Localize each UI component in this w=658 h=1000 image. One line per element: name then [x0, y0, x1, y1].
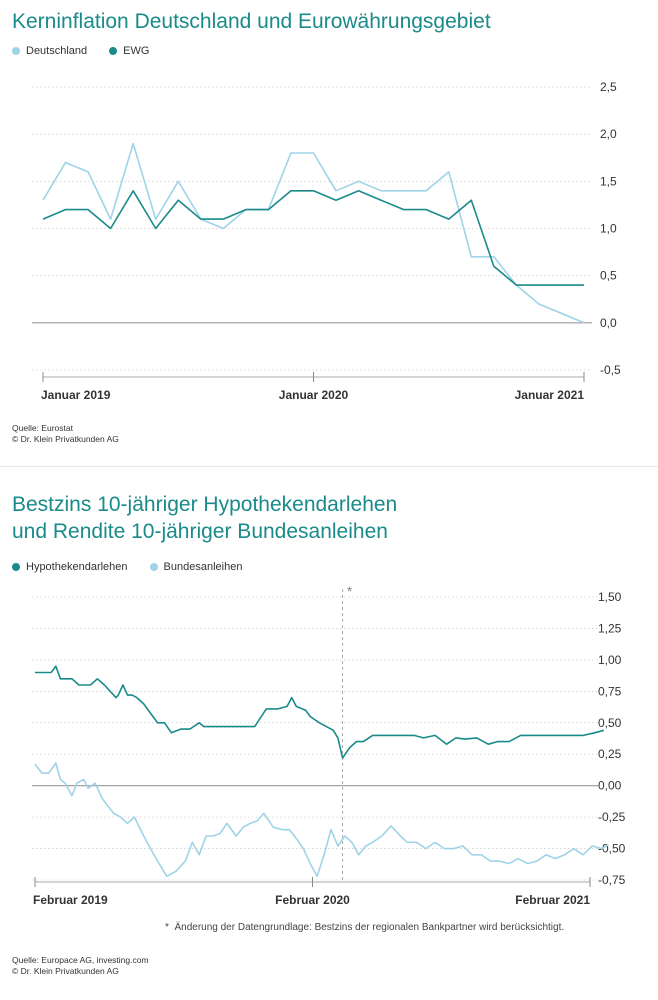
chart2-title-line1: Bestzins 10-jähriger Hypothekendarlehen — [12, 493, 398, 516]
x-tick-label: Januar 2020 — [279, 388, 349, 400]
footnote-asterisk: * — [165, 922, 169, 933]
chart2-source-text: Quelle: Europace AG, investing.com — [12, 955, 149, 965]
legend-dot-deutschland — [12, 47, 20, 55]
y-tick-label: -0,25 — [598, 810, 626, 824]
x-tick-label: Februar 2021 — [515, 893, 590, 907]
legend-dot-bundesanleihen — [149, 563, 158, 571]
footnote-text: Änderung der Datengrundlage: Bestzins de… — [174, 922, 565, 933]
legend-item-bundesanleihen: Bundesanleihen — [149, 561, 243, 573]
y-tick-label: 0,25 — [598, 747, 622, 761]
legend-item-ewg: EWG — [109, 45, 149, 57]
interest-chart: 1,50 1,25 1,00 0,75 0,50 0,25 0,00 -0,25 -0,50 -0… — [32, 583, 626, 907]
legend-item-hypothekendarlehen: Hypothekendarlehen — [12, 561, 128, 573]
y-tick-label: 0,5 — [600, 269, 617, 283]
series-line-ewg — [42, 190, 584, 286]
y-tick-label: 1,50 — [598, 590, 622, 604]
chart1-source: Quelle: Eurostat © Dr. Klein Privatkunde… — [12, 423, 119, 445]
chart1-legend: Deutschland EWG — [12, 45, 149, 57]
legend-label-bundesanleihen: Bundesanleihen — [163, 561, 243, 573]
legend-dot-hypothekendarlehen — [12, 563, 20, 571]
y-tick-label: 2,0 — [600, 127, 617, 141]
chart2-source: Quelle: Europace AG, investing.com © Dr.… — [12, 955, 149, 977]
legend-label-hypothekendarlehen: Hypothekendarlehen — [26, 561, 128, 573]
chart1-title: Kerninflation Deutschland und Eurowährun… — [12, 10, 491, 33]
series-line-bundesanleihen — [34, 762, 609, 878]
series-line-deutschland — [42, 142, 585, 324]
y-tick-label: 0,75 — [598, 684, 622, 698]
x-tick-label: Januar 2021 — [515, 388, 585, 400]
y-tick-label: -0,75 — [598, 873, 626, 887]
x-tick-label: Februar 2019 — [33, 893, 108, 907]
chart2-title-line2: und Rendite 10-jähriger Bundesanleihen — [12, 520, 388, 543]
chart2-title: Bestzins 10-jähriger Hypothekendarlehen … — [12, 491, 397, 545]
chart2-legend: Hypothekendarlehen Bundesanleihen — [12, 561, 242, 573]
y-tick-label: 1,25 — [598, 621, 622, 635]
legend-label-ewg: EWG — [123, 45, 150, 57]
y-tick-label: 1,0 — [600, 222, 617, 236]
chart2-copyright: © Dr. Klein Privatkunden AG — [12, 966, 119, 976]
y-tick-label: 0,00 — [598, 779, 622, 793]
legend-item-deutschland: Deutschland — [12, 45, 87, 57]
chart1-copyright: © Dr. Klein Privatkunden AG — [12, 434, 119, 444]
y-tick-label: -0,50 — [598, 842, 626, 856]
y-tick-label: 0,0 — [600, 316, 617, 330]
chart1-source-text: Quelle: Eurostat — [12, 423, 73, 433]
section-divider — [0, 466, 658, 467]
annotation-marker: * — [347, 583, 353, 599]
x-tick-label: Februar 2020 — [275, 893, 350, 907]
y-tick-label: -0,5 — [600, 363, 621, 377]
y-tick-label: 1,00 — [598, 653, 622, 667]
y-tick-label: 0,50 — [598, 716, 622, 730]
legend-label-deutschland: Deutschland — [26, 45, 88, 57]
x-tick-label: Januar 2019 — [41, 388, 111, 400]
series-line-hypothekendarlehen — [35, 665, 605, 759]
inflation-chart: 2,5 2,0 1,5 1,0 0,5 0,0 -0,5 Januar 2019 Januar … — [32, 80, 621, 400]
chart2-footnote: * Änderung der Datengrundlage: Bestzins … — [165, 922, 564, 933]
y-tick-label: 2,5 — [600, 80, 617, 94]
y-tick-label: 1,5 — [600, 174, 617, 188]
legend-dot-ewg — [109, 47, 118, 55]
